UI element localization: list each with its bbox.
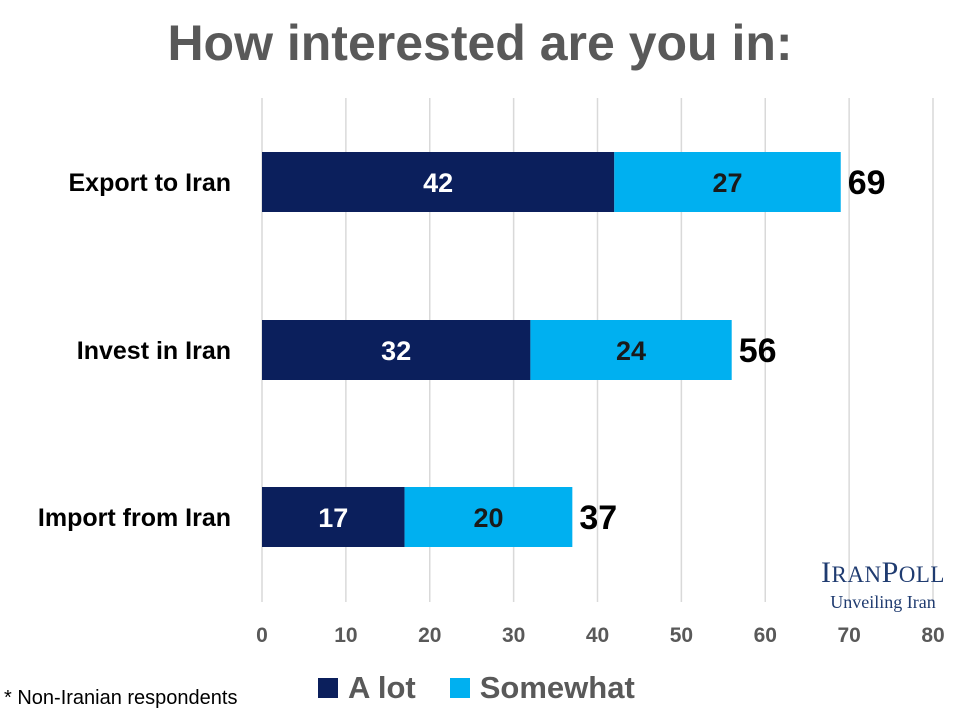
x-tick-label: 50 [670,624,693,647]
logo-letters: OLL [898,562,945,587]
bar-segment [530,320,732,380]
footnote: * Non-Iranian respondents [4,687,238,709]
x-tick-label: 70 [837,624,860,647]
data-label: 27 [712,168,742,198]
category-label: Import from Iran [38,504,231,532]
x-tick-label: 10 [334,624,357,647]
logo-letter: I [821,556,832,589]
bar-segment [262,487,405,547]
total-label: 56 [739,332,777,370]
chart-title: How interested are you in: [167,15,793,71]
logo-letter: P [881,556,899,589]
data-label: 24 [616,336,646,366]
legend: A lot Somewhat [318,668,669,708]
category-label: Export to Iran [68,169,231,197]
x-tick-label: 80 [921,624,944,647]
legend-swatch-a-lot [318,678,338,698]
data-label: 32 [381,336,411,366]
legend-label-a-lot: A lot [348,670,416,705]
total-label: 37 [579,499,617,537]
x-tick-label: 40 [586,624,609,647]
x-tick-label: 0 [256,624,268,647]
legend-swatch-somewhat [449,678,470,698]
x-tick-label: 30 [502,624,525,647]
legend-label-somewhat: Somewhat [479,670,635,705]
data-label: 17 [318,503,348,533]
x-tick-label: 60 [754,624,777,647]
total-label: 69 [848,164,886,202]
logo-tagline: Unveiling Iran [830,592,936,612]
bar-segment [262,320,531,380]
bar-segment [614,152,841,212]
bar-segment [404,487,573,547]
bar-segment [262,152,615,212]
logo-brand: IRANPOLL [806,556,960,590]
legend-item-a-lot: A lot [318,670,416,706]
legend-item-somewhat: Somewhat [449,670,635,706]
category-label: Invest in Iran [77,337,231,365]
data-label: 42 [423,168,453,198]
x-tick-label: 20 [418,624,441,647]
logo-letters: RAN [831,562,882,587]
iranpoll-logo: IRANPOLL Unveiling Iran [806,556,960,613]
data-label: 20 [473,503,503,533]
